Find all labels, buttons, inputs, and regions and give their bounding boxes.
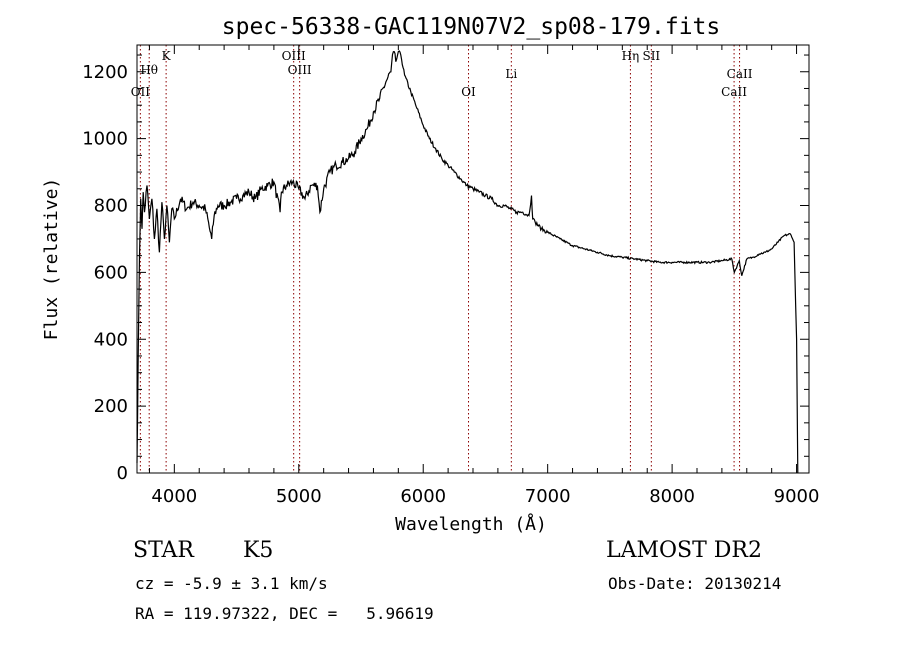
y-tick-label: 1000 <box>82 129 128 150</box>
observation-date: Obs-Date: 20130214 <box>608 574 782 593</box>
reference-line-layer <box>139 45 741 473</box>
x-tick-label: 5000 <box>276 486 322 507</box>
reference-line-label: OIII <box>282 49 306 63</box>
reference-line-label: OII <box>131 85 151 99</box>
reference-line-label: CaII <box>721 85 747 99</box>
reference-line-label: OI <box>461 85 476 99</box>
y-axis-label: Flux (relative) <box>41 178 62 341</box>
y-tick-label: 400 <box>94 329 128 350</box>
coordinates: RA = 119.97322, DEC = 5.96619 <box>135 604 434 623</box>
x-tick-label: 4000 <box>151 486 197 507</box>
survey-name: LAMOST DR2 <box>606 538 762 563</box>
y-axis: 0 200 400 600 800 1000 1200 <box>82 54 809 484</box>
redshift-value: cz = -5.9 ± 3.1 km/s <box>135 574 328 593</box>
chart-title: spec-56338-GAC119N07V2_sp08-179.fits <box>222 14 721 40</box>
y-tick-label: 1200 <box>82 62 128 83</box>
reference-line-label: Hθ <box>140 63 158 77</box>
y-tick-label: 0 <box>117 463 128 484</box>
reference-line-label: Li <box>505 67 517 81</box>
reference-line-label: CaII <box>727 67 753 81</box>
y-tick-label: 600 <box>94 262 128 283</box>
plot-frame <box>136 44 810 474</box>
object-subclass: K5 <box>243 538 274 563</box>
x-tick-label: 7000 <box>525 486 571 507</box>
x-tick-label: 9000 <box>774 486 820 507</box>
x-axis: 4000 5000 6000 7000 8000 9000 <box>148 45 820 507</box>
object-class: STAR <box>133 538 194 563</box>
y-tick-label: 800 <box>94 196 128 217</box>
reference-line-label: SII <box>642 49 660 63</box>
x-tick-label: 8000 <box>649 486 695 507</box>
spectrum-line <box>136 50 799 474</box>
y-tick-label: 200 <box>94 396 128 417</box>
x-axis-label: Wavelength (Å) <box>395 513 547 535</box>
x-tick-label: 6000 <box>400 486 446 507</box>
reference-line-label: OIII <box>288 63 312 77</box>
reference-line-label: Hη <box>622 49 640 63</box>
reference-line-label: K <box>162 49 172 63</box>
